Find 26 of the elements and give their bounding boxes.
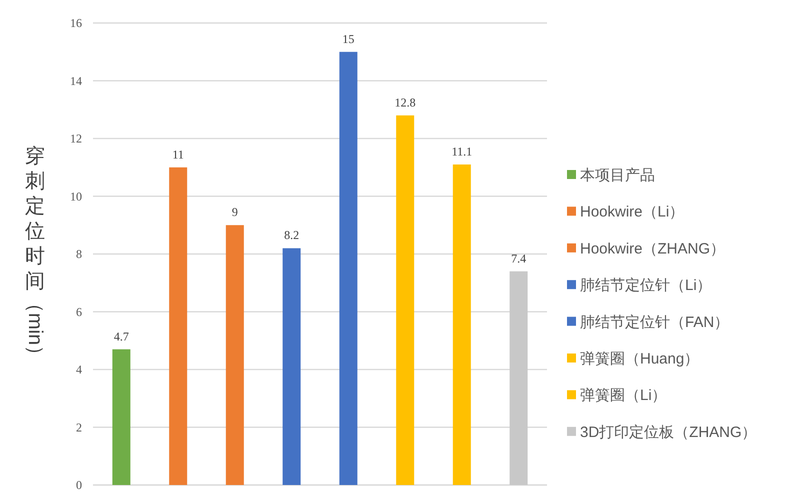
data-label: 4.7 xyxy=(114,329,129,344)
y-tick-label: 2 xyxy=(76,420,82,434)
y-tick-label: 6 xyxy=(76,304,82,319)
y-tick-label: 0 xyxy=(76,478,82,492)
data-label: 15 xyxy=(342,32,354,46)
y-tick-label: 16 xyxy=(70,16,82,30)
y-tick-label: 4 xyxy=(76,362,82,376)
data-label: 11.1 xyxy=(452,144,472,158)
y-axis-title: 穿刺定位时间（min） xyxy=(24,146,46,366)
y-tick-label: 12 xyxy=(70,132,82,146)
legend-label: 本项目产品 xyxy=(580,167,655,184)
legend-label: 3D打印定位板（ZHANG） xyxy=(580,424,757,441)
legend-label: 弹簧圈（Huang） xyxy=(580,350,700,368)
data-label: 12.8 xyxy=(394,95,416,110)
y-tick-label: 10 xyxy=(70,189,82,204)
data-label: 8.2 xyxy=(284,228,300,242)
legend-label: Hookwire（ZHANG） xyxy=(580,240,726,258)
legend-label: 弹簧圈（Li） xyxy=(580,387,667,404)
legend-label: Hookwire（Li） xyxy=(580,204,684,221)
y-tick-label: 8 xyxy=(76,247,82,261)
data-label: 7.4 xyxy=(511,251,526,266)
legend-label: 肺结节定位针（FAN） xyxy=(580,314,730,331)
data-label: 9 xyxy=(232,205,238,220)
y-tick-label: 14 xyxy=(70,74,82,88)
data-label: 11 xyxy=(172,147,184,162)
legend-label: 肺结节定位针（Li） xyxy=(580,277,712,294)
